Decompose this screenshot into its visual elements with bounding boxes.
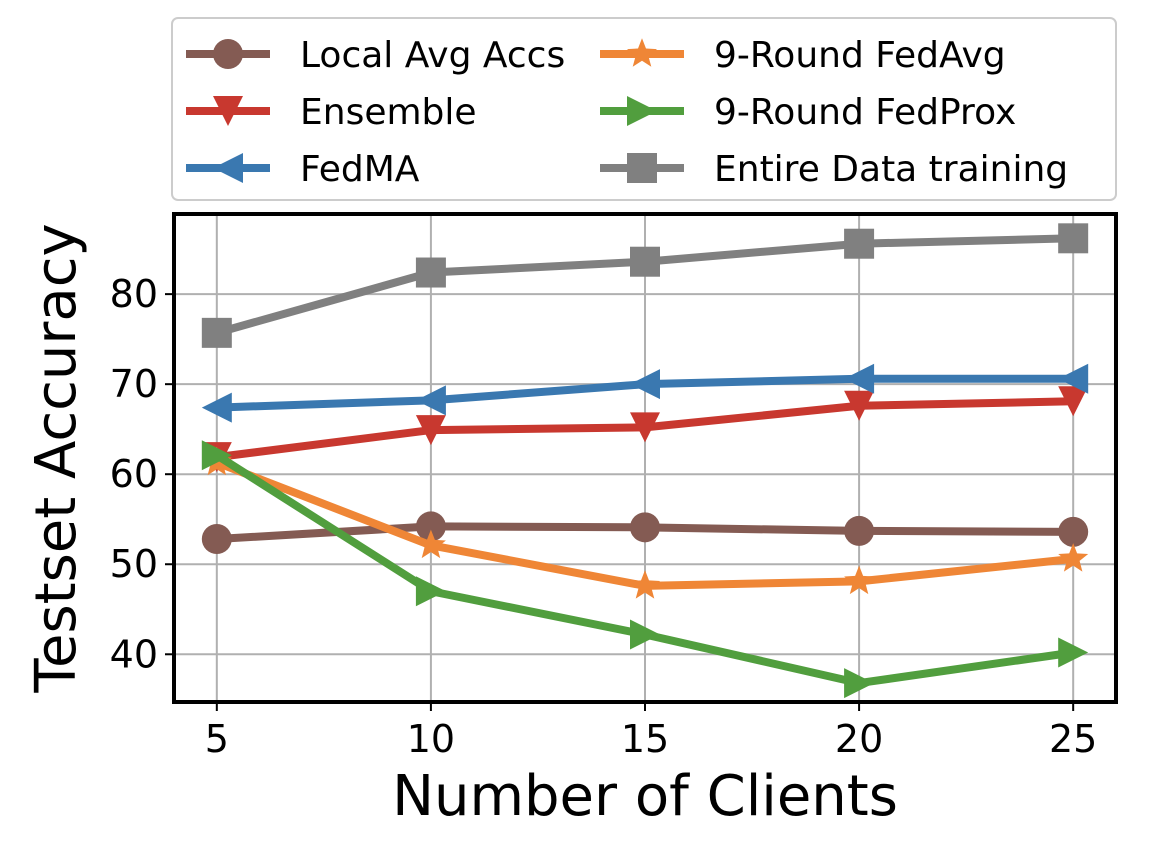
marker-square [415,257,446,288]
marker-square [630,246,660,277]
legend-entry: Local Avg Accs [186,35,565,76]
series-entire-data-training [201,223,1089,348]
series-fedma [201,363,1089,423]
legend-entry: Ensemble [186,92,477,133]
marker-star [627,38,657,67]
series-9-round-fedprox [201,440,1089,699]
y-tick-label: 40 [110,632,158,676]
legend-label: 9-Round FedProx [714,92,1016,133]
series-lines [201,223,1089,699]
marker-triangle-left [415,385,446,416]
y-tick-label: 50 [110,542,158,586]
marker-triangle-left [630,369,660,400]
marker-triangle-right [201,440,232,471]
marker-triangle-right [844,668,875,699]
marker-triangle-right [1058,637,1089,668]
marker-square [201,317,232,348]
y-tick-label: 60 [110,452,158,496]
marker-circle [844,515,875,546]
marker-star [630,570,660,599]
marker-star [844,565,875,595]
marker-triangle-left [213,153,243,183]
ticks: 5 10 15 20 25 40 50 60 70 80 [110,272,1098,761]
legend: Local Avg Accs Ensemble FedMA 9-Round FedAv… [171,17,1117,201]
marker-square [627,153,657,183]
legend-entry: Entire Data training [600,149,1068,190]
marker-star [415,529,446,559]
x-tick-label: 5 [205,717,229,761]
legend-label: 9-Round FedAvg [714,35,1006,76]
x-tick-label: 10 [407,717,455,761]
marker-triangle-left [201,392,232,423]
marker-triangle-down [630,412,660,443]
legend-label: Entire Data training [714,149,1068,190]
legend-entry: FedMA [186,149,420,190]
legend-entry: 9-Round FedProx [600,92,1016,133]
series-local-avg-accs [201,511,1089,555]
marker-triangle-right [630,619,660,650]
marker-circle [201,524,232,555]
marker-circle [213,39,243,69]
x-axis-label: Number of Clients [392,764,898,829]
x-tick-label: 25 [1049,717,1097,761]
marker-triangle-right [415,576,446,607]
y-axis-label: Testset Accuracy [24,223,89,693]
marker-circle [1058,516,1089,547]
x-tick-label: 20 [835,717,883,761]
marker-triangle-down [1058,386,1089,417]
marker-triangle-left [844,363,875,394]
marker-square [844,228,875,259]
y-tick-label: 80 [110,272,158,316]
legend-label: FedMA [300,149,420,190]
marker-star [1058,543,1089,572]
marker-circle [630,512,660,543]
legend-label: Ensemble [300,92,477,133]
marker-triangle-down [844,390,875,421]
marker-square [1058,223,1089,254]
marker-triangle-down [415,415,446,446]
x-tick-label: 15 [621,717,669,761]
marker-triangle-down [213,96,243,126]
legend-label: Local Avg Accs [300,35,565,76]
y-tick-label: 70 [110,362,158,406]
marker-triangle-right [627,96,657,126]
series-ensemble [201,386,1089,473]
legend-entry: 9-Round FedAvg [600,35,1006,76]
marker-triangle-left [1058,363,1089,394]
marker-circle [415,511,446,542]
